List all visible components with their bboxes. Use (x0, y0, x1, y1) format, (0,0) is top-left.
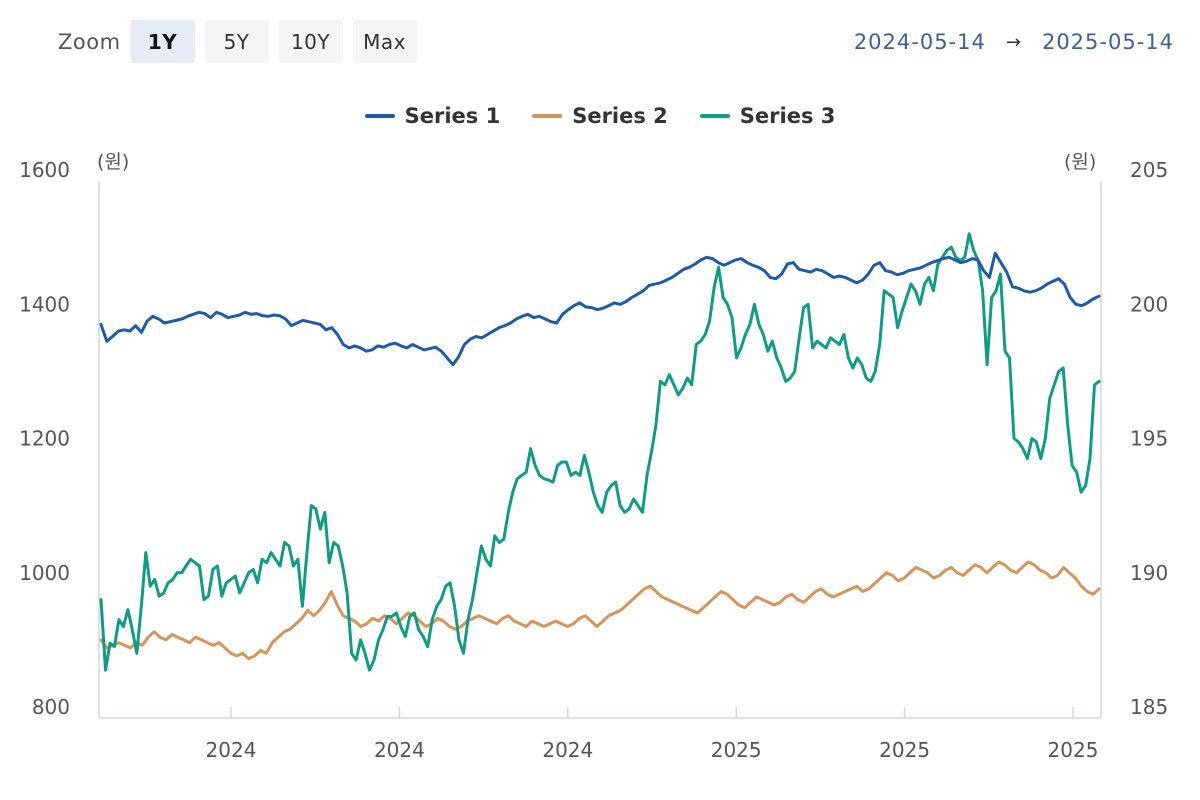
right-tick-label-3: 200 (1130, 292, 1168, 316)
zoom-max-button[interactable]: Max (352, 20, 417, 63)
legend-item-series-1[interactable]: Series 1 (364, 104, 501, 128)
range-arrow: → (1005, 31, 1022, 53)
zoom-toolbar: Zoom 1Y 5Y 10Y Max (58, 20, 427, 63)
x-tick-label-0: 2024 (206, 738, 257, 762)
right-tick-label-4: 205 (1130, 158, 1168, 182)
left-tick-label-1: 1000 (19, 561, 70, 585)
axis-ticks: 800 1000 1200 1400 1600 185 190 195 200 205 2024 20… (19, 158, 1168, 762)
series-line-1 (99, 251, 1101, 367)
left-tick-label-0: 800 (32, 695, 70, 719)
zoom-1y-button[interactable]: 1Y (130, 20, 195, 63)
x-tick-label-3: 2025 (711, 738, 762, 762)
zoom-label: Zoom (58, 29, 121, 54)
x-tick-label-4: 2025 (879, 738, 930, 762)
legend-label-series-3: Series 3 (739, 104, 836, 128)
legend-swatch-series-3 (699, 114, 730, 118)
series-line-3 (99, 232, 1101, 672)
x-tick-label-5: 2025 (1048, 738, 1099, 762)
x-tick-label-1: 2024 (374, 738, 425, 762)
chart-axes: (원) (원) (97, 151, 1102, 719)
left-axis-unit: (원) (97, 151, 129, 173)
x-tick-label-2: 2024 (542, 738, 593, 762)
right-tick-label-0: 185 (1130, 695, 1168, 719)
chart-legend: Series 1 Series 2 Series 3 (0, 104, 1200, 128)
series-lines (99, 232, 1101, 672)
legend-item-series-2[interactable]: Series 2 (532, 104, 668, 128)
left-tick-label-4: 1600 (19, 158, 70, 182)
zoom-5y-button[interactable]: 5Y (204, 20, 269, 63)
zoom-10y-button[interactable]: 10Y (278, 20, 343, 63)
range-from-input[interactable]: 2024-05-14 (853, 30, 986, 54)
range-to-input[interactable]: 2025-05-14 (1041, 30, 1174, 54)
legend-label-series-1: Series 1 (404, 104, 501, 128)
right-axis-unit: (원) (1064, 151, 1096, 173)
legend-swatch-series-2 (532, 114, 563, 118)
date-range: 2024-05-14 → 2025-05-14 (854, 30, 1174, 54)
legend-label-series-2: Series 2 (572, 104, 668, 128)
legend-item-series-3[interactable]: Series 3 (699, 104, 836, 128)
left-tick-label-3: 1400 (19, 292, 70, 316)
left-tick-label-2: 1200 (19, 427, 70, 451)
legend-swatch-series-1 (364, 114, 395, 118)
right-tick-label-2: 195 (1130, 427, 1168, 451)
right-tick-label-1: 190 (1130, 561, 1168, 585)
series-line-2 (99, 560, 1101, 661)
